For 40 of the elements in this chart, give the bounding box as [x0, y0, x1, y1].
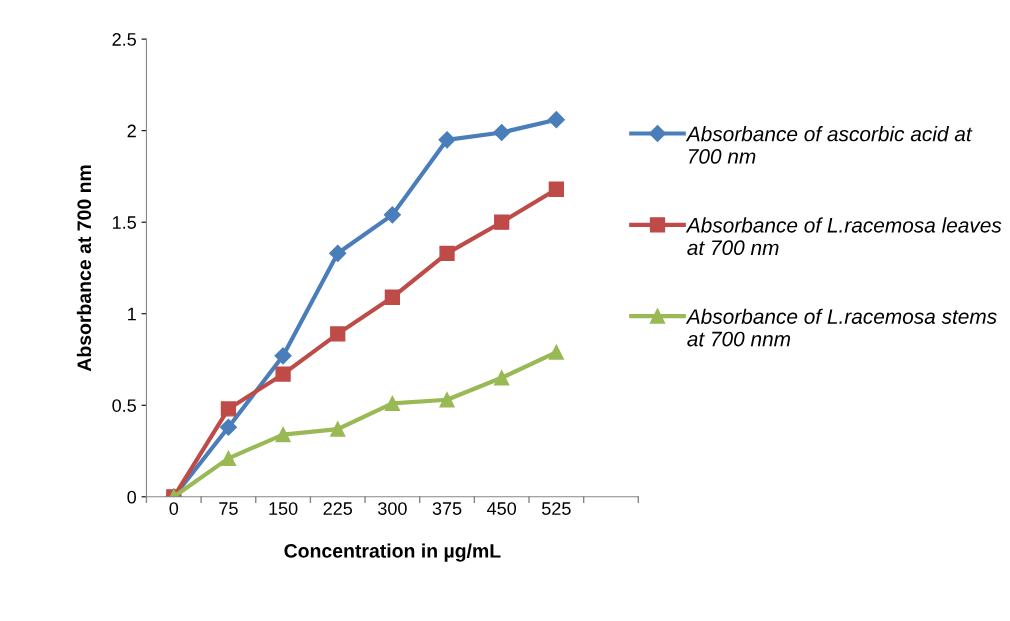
y-tick-label: 2: [127, 124, 136, 138]
x-axis-title: Concentration in µg/mL: [284, 543, 501, 562]
point: [383, 206, 401, 224]
x-tick-label: 0: [169, 502, 179, 515]
point: [494, 370, 510, 386]
point: [275, 366, 291, 382]
y-axis-title: Absorbance at 700 nm: [76, 165, 92, 372]
legend-label: Absorbance of L.racemosa stems at 700 nnm: [685, 308, 997, 347]
x-tick-label: 300: [378, 502, 407, 515]
point: [220, 401, 237, 417]
point: [438, 131, 456, 149]
point: [548, 181, 564, 197]
point: [329, 244, 347, 262]
point: [274, 347, 292, 365]
point: [330, 326, 346, 342]
x-tick-label: 225: [323, 502, 353, 515]
point: [548, 344, 564, 360]
point: [219, 418, 237, 436]
point: [384, 395, 401, 412]
y-tick-label: 1: [128, 307, 136, 321]
legend-label: Absorbance of ascorbic acid at 700 nm: [685, 126, 973, 164]
y-tick-label: 0.5: [112, 399, 136, 412]
point: [330, 421, 346, 437]
x-tick-label: 450: [487, 502, 517, 515]
point: [547, 111, 565, 129]
point: [275, 426, 291, 443]
x-tick-label: 150: [269, 502, 298, 515]
x-tick-label: 525: [542, 502, 571, 515]
y-tick-label: 2.5: [112, 33, 136, 46]
point: [493, 123, 511, 142]
point: [439, 392, 455, 408]
point: [220, 450, 237, 466]
point: [439, 245, 455, 261]
y-tick-label: 1.5: [113, 216, 136, 229]
point: [494, 214, 510, 230]
x-tick-label: 375: [432, 502, 462, 515]
legend-label: Absorbance of L.racemosa leaves at 700 nm: [685, 217, 1002, 256]
y-tick-label: 0: [127, 490, 137, 504]
x-tick-label: 75: [219, 502, 238, 515]
point: [384, 289, 401, 305]
